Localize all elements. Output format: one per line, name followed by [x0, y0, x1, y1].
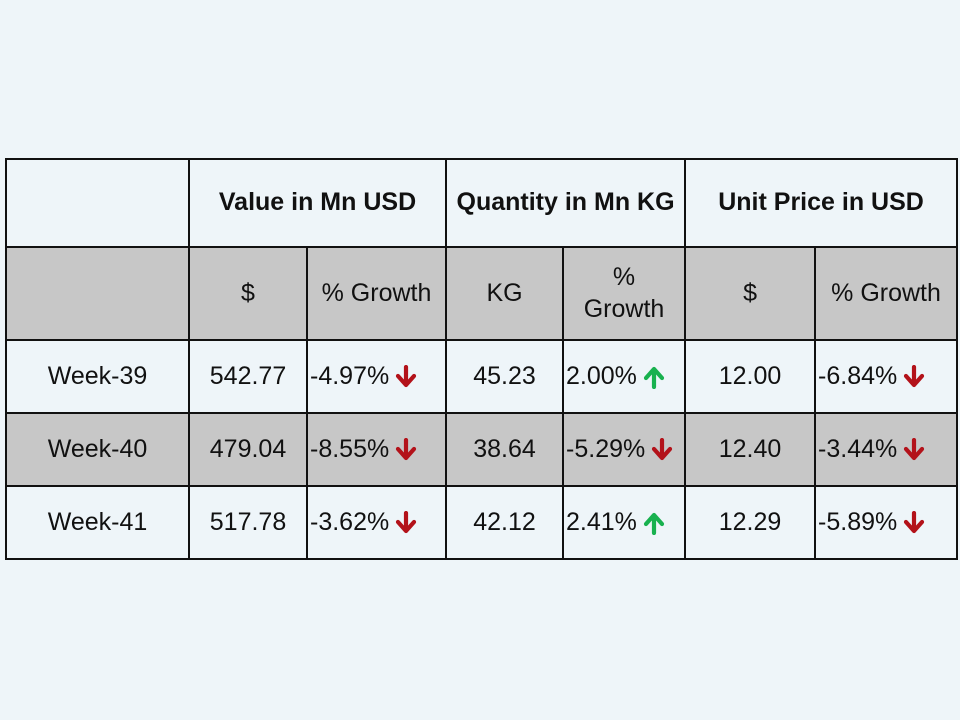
down-arrow-icon — [651, 437, 673, 462]
down-arrow-icon — [903, 437, 925, 462]
sub-header-value-growth: % Growth — [305, 246, 448, 341]
sub-header-value-usd: $ — [188, 246, 308, 341]
value-cell: 479.04 — [188, 412, 308, 487]
group-header-row: Value in Mn USD Quantity in Mn KG Unit P… — [5, 158, 959, 248]
down-arrow-icon — [395, 364, 417, 389]
down-arrow-icon — [395, 510, 417, 535]
table-row-2: Week-40 479.04 -8.55% 38.64 -5.29% 12.40… — [5, 412, 959, 487]
qty-cell: 45.23 — [445, 339, 565, 414]
week-cell: Week-39 — [5, 339, 190, 414]
value-cell: 542.77 — [188, 339, 308, 414]
price-growth-cell: -6.84% — [814, 339, 959, 414]
qty-kg: 42.12 — [473, 507, 536, 536]
group-header-unit-price: Unit Price in USD — [684, 158, 959, 248]
qty-growth-cell: -5.29% — [562, 412, 687, 487]
sub-header-price-usd: $ — [684, 246, 817, 341]
down-arrow-icon — [395, 437, 417, 462]
value-growth-cell: -4.97% — [305, 339, 448, 414]
value-growth: -3.62% — [310, 508, 390, 537]
qty-growth-cell: 2.41% — [562, 485, 687, 560]
sub-header-qty-growth: % Growth — [562, 246, 687, 341]
sub-header-corner — [5, 246, 190, 341]
value-growth-cell: -3.62% — [305, 485, 448, 560]
qty-growth: -5.29% — [566, 435, 646, 464]
value-growth-cell: -8.55% — [305, 412, 448, 487]
table-row-3: Week-41 517.78 -3.62% 42.12 2.41% 12.29 … — [5, 485, 959, 560]
qty-kg: 45.23 — [473, 361, 536, 390]
price-cell: 12.00 — [684, 339, 817, 414]
group-header-quantity: Quantity in Mn KG — [445, 158, 687, 248]
price-growth-cell: -3.44% — [814, 412, 959, 487]
price-growth: -3.44% — [818, 435, 898, 464]
unit-price-usd: 12.29 — [718, 507, 782, 536]
qty-cell: 42.12 — [445, 485, 565, 560]
value-usd: 479.04 — [209, 434, 287, 463]
value-usd: 542.77 — [209, 361, 287, 390]
qty-cell: 38.64 — [445, 412, 565, 487]
value-usd: 517.78 — [209, 507, 287, 536]
price-growth: -5.89% — [818, 508, 898, 537]
qty-growth-cell: 2.00% — [562, 339, 687, 414]
table-row-1: Week-39 542.77 -4.97% 45.23 2.00% 12.00 … — [5, 339, 959, 414]
unit-price-usd: 12.00 — [718, 361, 782, 390]
qty-growth: 2.41% — [566, 508, 637, 537]
sub-header-price-growth: % Growth — [814, 246, 959, 341]
up-arrow-icon — [643, 511, 665, 535]
value-growth: -8.55% — [310, 435, 390, 464]
value-cell: 517.78 — [188, 485, 308, 560]
qty-kg: 38.64 — [473, 434, 536, 463]
up-arrow-icon — [643, 365, 665, 389]
corner-cell — [5, 158, 190, 248]
price-cell: 12.29 — [684, 485, 817, 560]
weekly-summary-table: Value in Mn USD Quantity in Mn KG Unit P… — [5, 158, 959, 560]
week-label: Week-41 — [47, 507, 148, 536]
sub-header-qty-growth-label: % Growth — [583, 263, 665, 323]
down-arrow-icon — [903, 364, 925, 389]
price-growth: -6.84% — [818, 362, 898, 391]
qty-growth: 2.00% — [566, 362, 637, 391]
week-cell: Week-41 — [5, 485, 190, 560]
week-cell: Week-40 — [5, 412, 190, 487]
value-growth: -4.97% — [310, 362, 390, 391]
group-header-value: Value in Mn USD — [187, 158, 448, 248]
week-label: Week-40 — [47, 434, 148, 463]
price-cell: 12.40 — [684, 412, 817, 487]
down-arrow-icon — [903, 510, 925, 535]
unit-price-usd: 12.40 — [718, 434, 782, 463]
week-label: Week-39 — [47, 361, 148, 390]
price-growth-cell: -5.89% — [814, 485, 959, 560]
sub-header-row: $ % Growth KG % Growth $ % Growth — [5, 246, 959, 341]
sub-header-qty-kg: KG — [445, 246, 565, 341]
